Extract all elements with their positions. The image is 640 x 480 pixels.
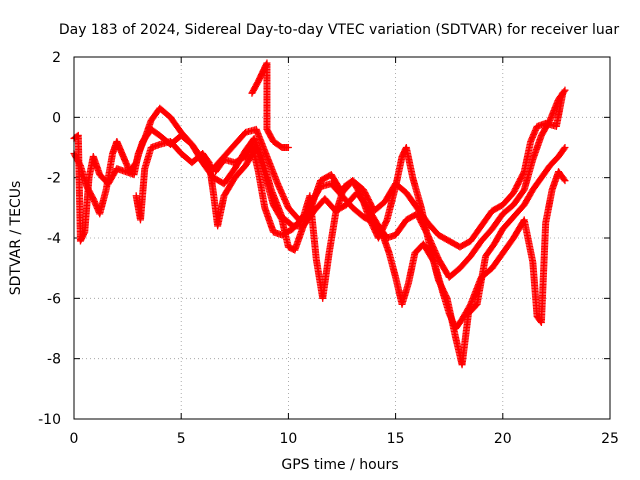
x-tick-label: 25 bbox=[601, 431, 619, 447]
y-tick-label: -10 bbox=[38, 412, 61, 428]
data-point-marker bbox=[560, 145, 568, 153]
x-tick-label: 0 bbox=[70, 431, 79, 447]
y-tick-label: -4 bbox=[47, 231, 61, 247]
data-point-marker bbox=[561, 86, 569, 94]
x-tick-label: 20 bbox=[494, 431, 512, 447]
y-tick-label: 0 bbox=[52, 110, 61, 126]
chart-title: Day 183 of 2024, Sidereal Day-to-day VTE… bbox=[59, 22, 620, 38]
y-tick-label: -2 bbox=[47, 171, 61, 187]
y-tick-label: 2 bbox=[52, 50, 61, 66]
x-tick-label: 10 bbox=[279, 431, 297, 447]
plot-frame bbox=[73, 56, 611, 420]
data-point-marker bbox=[560, 87, 568, 95]
axis-ticks: 0 5 10 15 20 25 -10 -8 -6 -4 -2 0 2 bbox=[38, 50, 619, 447]
data-point-marker bbox=[284, 144, 292, 151]
data-point-marker bbox=[560, 175, 568, 183]
series-5 bbox=[248, 59, 292, 151]
y-tick-label: -8 bbox=[47, 352, 61, 368]
data-point-marker bbox=[561, 144, 569, 151]
y-axis-label: SDTVAR / TECUs bbox=[8, 181, 24, 296]
data-points bbox=[70, 59, 569, 369]
x-axis-label: GPS time / hours bbox=[281, 457, 398, 473]
y-tick-label: -6 bbox=[47, 291, 61, 307]
series-4 bbox=[212, 140, 569, 369]
x-tick-label: 5 bbox=[177, 431, 186, 447]
x-tick-label: 15 bbox=[387, 431, 405, 447]
data-point-marker bbox=[561, 177, 569, 185]
